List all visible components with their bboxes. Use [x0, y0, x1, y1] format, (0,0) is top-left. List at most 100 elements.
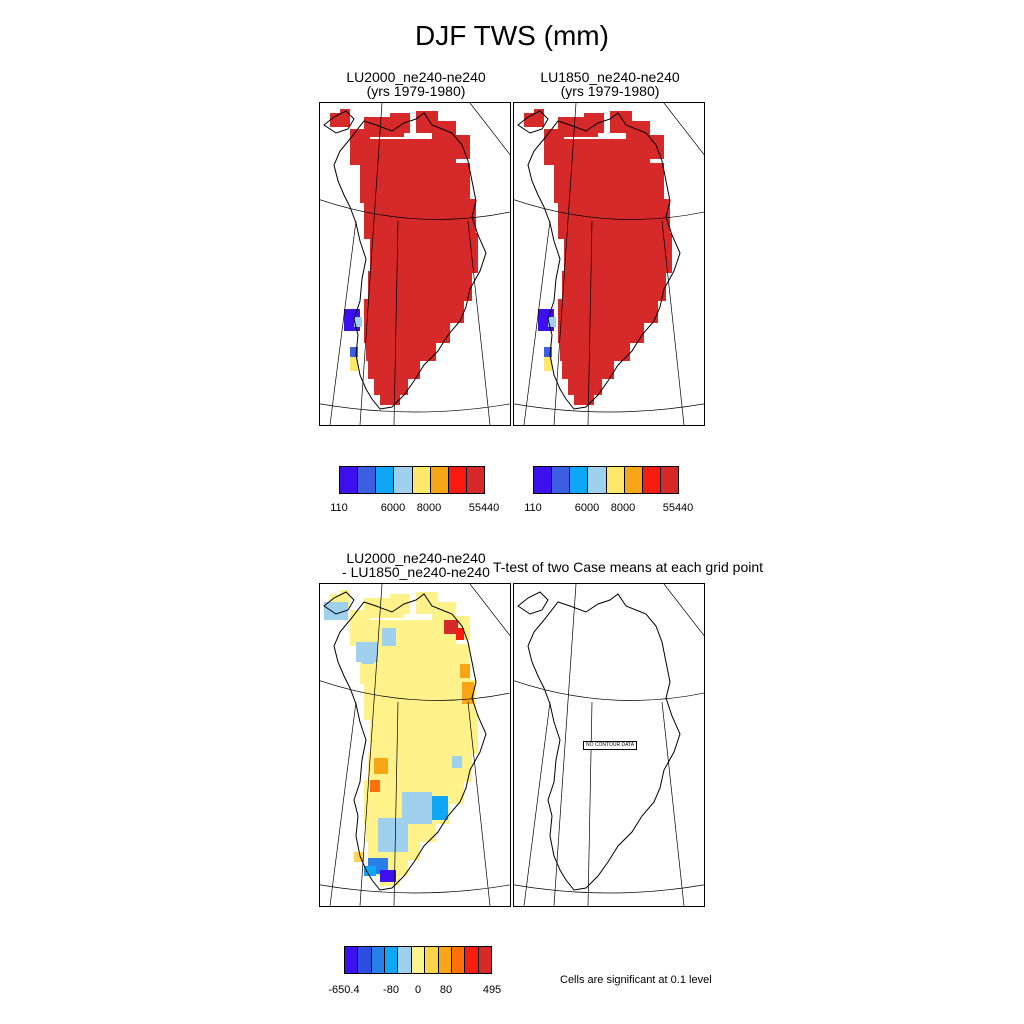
panel2-title: LU1850_ne240-ne240 [540, 69, 680, 85]
colorbar-lu1850-label-2: 8000 [610, 502, 636, 514]
difference-diff-cell [444, 620, 458, 634]
colorbar-difference-swatch-1 [358, 947, 372, 973]
colorbar-difference-swatch-5 [411, 947, 426, 973]
difference-diff-cell [390, 594, 410, 614]
lu2000-graticule-line [467, 220, 491, 425]
lu1850-tws-cell [544, 357, 552, 371]
lu2000-tws-cell [364, 321, 450, 343]
lu1850-graticule-line [663, 103, 704, 156]
difference-diff-cell [362, 654, 374, 664]
lu2000-graticule-line [359, 103, 383, 425]
colorbar-difference-label-2: 0 [414, 984, 422, 996]
lu2000-graticule-line [393, 220, 399, 425]
lu2000-tws-cell [368, 271, 472, 301]
colorbar-difference [344, 946, 492, 974]
colorbar-difference-swatch-7 [438, 947, 452, 973]
colorbar-lu1850-swatch-3 [588, 467, 607, 493]
difference-diff-cell [340, 590, 350, 598]
panel1-title: LU2000_ne240-ne240 [346, 69, 486, 85]
ttest-graticule-line [523, 701, 551, 906]
lu1850-tws-cell [564, 233, 672, 273]
colorbar-lu2000-swatch-2 [376, 467, 395, 493]
difference-diff-cell [382, 628, 396, 646]
lu1850-tws-cell [562, 359, 614, 379]
map-panel-lu1850 [513, 102, 705, 426]
lu2000-tws-cell [390, 113, 410, 133]
colorbar-lu2000-label-1: 6000 [380, 502, 406, 514]
lu2000-tws-cell [366, 341, 436, 361]
difference-diff-cell [354, 852, 364, 862]
lu2000-graticule-line [469, 103, 510, 156]
colorbar-lu2000-label-2: 8000 [416, 502, 442, 514]
ttest-graticule-line [553, 584, 577, 906]
difference-diff-cell [378, 818, 408, 852]
lu1850-island-outline [517, 110, 549, 134]
colorbar-lu1850-swatch-1 [552, 467, 571, 493]
ttest-coastline [527, 593, 681, 891]
lu2000-tws-cell [354, 317, 362, 327]
colorbar-lu1850-swatch-4 [606, 467, 625, 493]
difference-diff-cell [324, 602, 348, 620]
map-panel-difference [319, 583, 511, 907]
colorbar-lu1850 [533, 466, 679, 494]
colorbar-lu2000-swatch-7 [466, 467, 484, 493]
panel3-subtitle: - LU1850_ne240-ne240 [342, 564, 490, 580]
lu2000-graticule-line [320, 403, 510, 413]
map-panel-lu2000 [319, 102, 511, 426]
colorbar-difference-swatch-6 [425, 947, 439, 973]
colorbar-difference-swatch-9 [465, 947, 479, 973]
colorbar-difference-swatch-10 [478, 947, 491, 973]
colorbar-difference-label-3: 80 [439, 984, 453, 996]
difference-diff-cell [432, 796, 448, 820]
difference-diff-cell [370, 780, 380, 792]
lu1850-tws-cell [584, 113, 604, 133]
ttest-graticule-line [661, 701, 685, 906]
difference-diff-cell [452, 756, 462, 768]
ttest-graticule-line [514, 884, 704, 894]
significance-footnote: Cells are significant at 0.1 level [560, 974, 712, 986]
lu1850-tws-cell [558, 299, 658, 323]
lu1850-graticule-line [523, 220, 551, 425]
colorbar-lu1850-swatch-2 [570, 467, 589, 493]
map-panel-ttest: NO CONTOUR DATA [513, 583, 705, 907]
colorbar-lu2000-swatch-1 [358, 467, 377, 493]
lu2000-tws-cell [350, 347, 358, 357]
greenland-map-ttest [514, 584, 704, 906]
difference-diff-cell [370, 714, 478, 754]
lu2000-tws-cell [350, 357, 358, 371]
lu1850-graticule-line [661, 220, 685, 425]
colorbar-lu2000-swatch-6 [448, 467, 467, 493]
greenland-map-difference [320, 584, 510, 906]
lu1850-tws-cell [544, 347, 552, 357]
difference-diff-cell [380, 870, 396, 882]
colorbar-lu1850-swatch-7 [660, 467, 678, 493]
colorbar-lu2000-label-3: 55440 [468, 502, 500, 514]
ttest-graticule-line [587, 701, 593, 906]
figure-title: DJF TWS (mm) [415, 20, 609, 51]
difference-graticule-line [467, 701, 491, 906]
panel2-subtitle: (yrs 1979-1980) [560, 83, 660, 99]
ttest-island-outline [517, 591, 549, 615]
difference-graticule-line [393, 701, 399, 906]
colorbar-difference-label-1: -80 [383, 984, 399, 996]
lu2000-tws-cell [374, 377, 408, 395]
difference-diff-cell [462, 682, 474, 704]
colorbar-difference-label-0: -650.4 [328, 984, 360, 996]
lu2000-tws-cell [380, 393, 400, 405]
colorbar-lu2000-swatch-5 [430, 467, 449, 493]
colorbar-lu1850-swatch-0 [534, 467, 553, 493]
colorbar-lu1850-swatch-6 [642, 467, 661, 493]
difference-diff-cell [374, 758, 388, 774]
colorbar-lu1850-label-1: 6000 [574, 502, 600, 514]
panel4-title: T-test of two Case means at each grid po… [492, 559, 764, 575]
colorbar-lu1850-label-3: 55440 [662, 502, 694, 514]
difference-graticule-line [320, 680, 510, 701]
lu2000-tws-cell [364, 299, 464, 323]
lu1850-tws-cell [562, 271, 666, 301]
no-contour-data-label: NO CONTOUR DATA [583, 741, 638, 750]
colorbar-difference-swatch-8 [451, 947, 466, 973]
difference-diff-cell [456, 628, 464, 640]
lu1850-tws-cell [558, 321, 644, 343]
ttest-graticule-line [514, 680, 704, 701]
difference-graticule-line [320, 884, 510, 894]
